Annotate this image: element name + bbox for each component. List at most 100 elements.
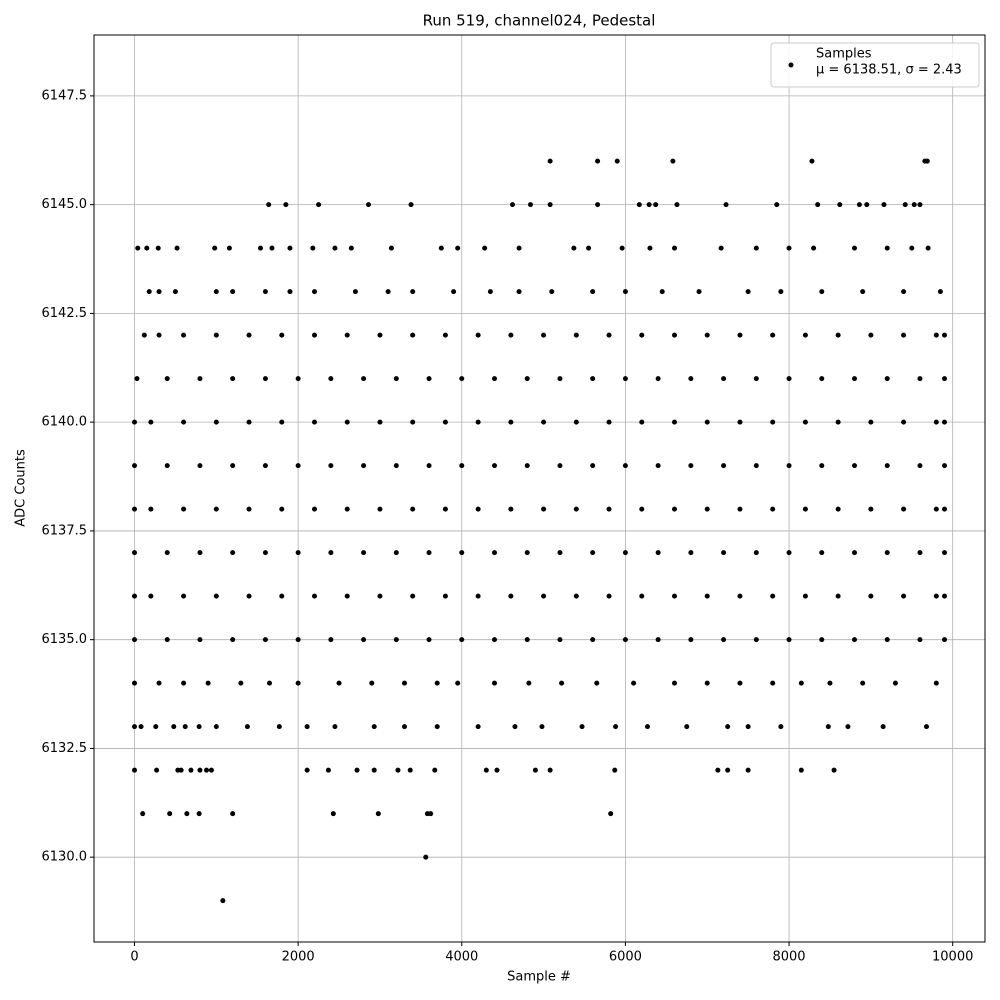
point <box>901 506 907 512</box>
point <box>366 202 371 208</box>
point <box>524 463 530 469</box>
point <box>837 202 843 208</box>
point <box>539 724 545 730</box>
point <box>933 593 939 599</box>
point <box>196 724 202 730</box>
point <box>377 593 383 599</box>
point <box>369 680 375 686</box>
point <box>798 680 804 686</box>
point <box>547 767 553 773</box>
point <box>371 767 377 773</box>
point <box>220 898 226 904</box>
point <box>852 376 857 382</box>
point <box>332 724 338 730</box>
point <box>154 767 160 773</box>
point <box>688 463 694 469</box>
point <box>312 332 317 338</box>
point <box>213 506 219 512</box>
point <box>786 550 792 556</box>
point <box>328 376 334 382</box>
point <box>723 202 729 208</box>
legend-marker <box>788 62 794 68</box>
point <box>328 637 334 643</box>
point <box>770 680 776 686</box>
point <box>310 245 316 251</box>
point <box>410 289 416 295</box>
point <box>132 767 137 773</box>
point <box>659 289 665 295</box>
point <box>606 593 612 599</box>
point <box>352 289 358 295</box>
point <box>155 245 161 251</box>
point <box>279 593 285 599</box>
point <box>164 376 170 382</box>
point <box>819 550 825 556</box>
point <box>141 332 147 338</box>
point <box>197 463 203 469</box>
point <box>135 245 141 251</box>
point <box>933 680 939 686</box>
point <box>688 376 694 382</box>
point <box>819 637 825 643</box>
point <box>704 332 710 338</box>
point <box>432 767 438 773</box>
point <box>132 506 137 512</box>
point <box>884 245 890 251</box>
point <box>590 376 596 382</box>
point <box>393 550 399 556</box>
point <box>636 202 642 208</box>
point <box>725 724 731 730</box>
point <box>786 376 792 382</box>
point <box>933 332 939 338</box>
point <box>646 202 652 208</box>
x-tick-label: 2000 <box>282 950 315 965</box>
point <box>361 463 367 469</box>
x-tick-label: 6000 <box>609 950 642 965</box>
point <box>434 724 440 730</box>
point <box>595 158 601 164</box>
point <box>557 550 563 556</box>
point <box>924 158 930 164</box>
point <box>434 680 440 686</box>
point <box>547 202 553 208</box>
point <box>312 506 317 512</box>
point <box>802 332 808 338</box>
point <box>246 506 252 512</box>
point <box>819 463 825 469</box>
point <box>132 637 137 643</box>
point <box>672 245 677 251</box>
point <box>156 289 162 295</box>
point <box>864 202 870 208</box>
point <box>835 506 841 512</box>
point <box>316 202 322 208</box>
point <box>639 593 645 599</box>
point <box>132 419 137 425</box>
point <box>361 550 367 556</box>
point <box>230 463 236 469</box>
point <box>798 767 804 773</box>
point <box>395 767 401 773</box>
point <box>407 767 413 773</box>
point <box>279 332 285 338</box>
point <box>361 637 367 643</box>
point <box>204 767 209 773</box>
point <box>942 593 947 599</box>
point <box>753 376 759 382</box>
point <box>148 593 154 599</box>
point <box>745 767 751 773</box>
point <box>332 245 338 251</box>
point <box>279 419 285 425</box>
point <box>140 811 146 817</box>
point <box>153 724 159 730</box>
point <box>672 332 677 338</box>
point <box>295 376 301 382</box>
point <box>197 637 203 643</box>
point <box>880 724 886 730</box>
point <box>856 202 862 208</box>
point <box>942 376 947 382</box>
point <box>606 506 612 512</box>
point <box>559 680 565 686</box>
point <box>246 419 252 425</box>
point <box>655 376 661 382</box>
point <box>197 767 203 773</box>
